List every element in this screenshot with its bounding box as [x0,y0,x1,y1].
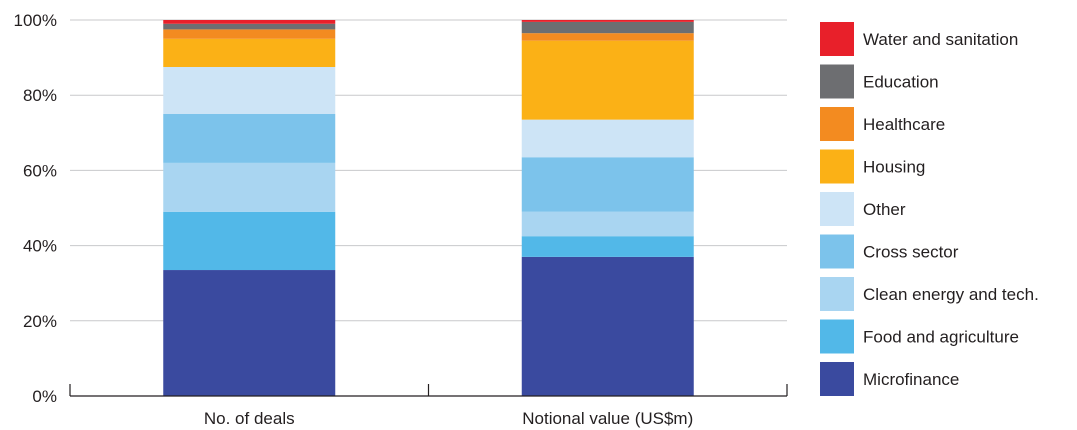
y-tick-label: 100% [14,11,57,30]
legend-swatch [820,362,854,396]
bar-segment [163,162,336,212]
bar-segment [521,21,694,34]
bars [163,20,694,396]
legend-label: Cross sector [863,243,959,262]
legend-swatch [820,107,854,141]
x-tick-label: No. of deals [204,409,295,428]
bar-segment [163,67,336,114]
y-tick-label: 20% [23,312,57,331]
legend-swatch [820,149,854,184]
bar-segment [163,114,336,163]
legend-label: Microfinance [863,370,959,389]
bar-segment [521,211,694,237]
bar-segment [163,29,336,39]
y-tick-label: 60% [23,161,57,180]
bar-segment [163,38,336,67]
bar-segment [521,236,694,257]
y-tick-label: 0% [32,387,57,406]
bar-segment [521,256,694,396]
bar-segment [163,211,336,271]
bar-segment [521,119,694,158]
axes: 0% 20% 40% 60% 80% 100% No. of deals Notional v… [14,11,788,428]
bar-segment [521,20,694,22]
bar-segment [163,23,336,30]
legend-swatch [820,277,854,311]
x-tick-label: Notional value (US$m) [522,409,693,428]
y-tick-label: 40% [23,237,57,256]
legend-label: Education [863,73,939,92]
legend-swatch [820,319,854,354]
legend-swatch [820,192,854,226]
bar-segment [521,33,694,41]
legend-label: Clean energy and tech. [863,285,1039,304]
legend-label: Housing [863,158,925,177]
legend-label: Food and agriculture [863,328,1019,347]
legend: Water and sanitation Education Healthcare H… [820,22,1039,396]
legend-label: Water and sanitation [863,30,1018,49]
legend-swatch [820,64,854,99]
bar-segment [521,40,694,120]
y-tick-label: 80% [23,86,57,105]
legend-swatch [820,234,854,269]
bar-segment [521,157,694,212]
bar-segment [163,270,336,396]
bar-segment [163,20,336,24]
legend-label: Other [863,200,906,219]
legend-swatch [820,22,854,56]
legend-label: Healthcare [863,115,945,134]
